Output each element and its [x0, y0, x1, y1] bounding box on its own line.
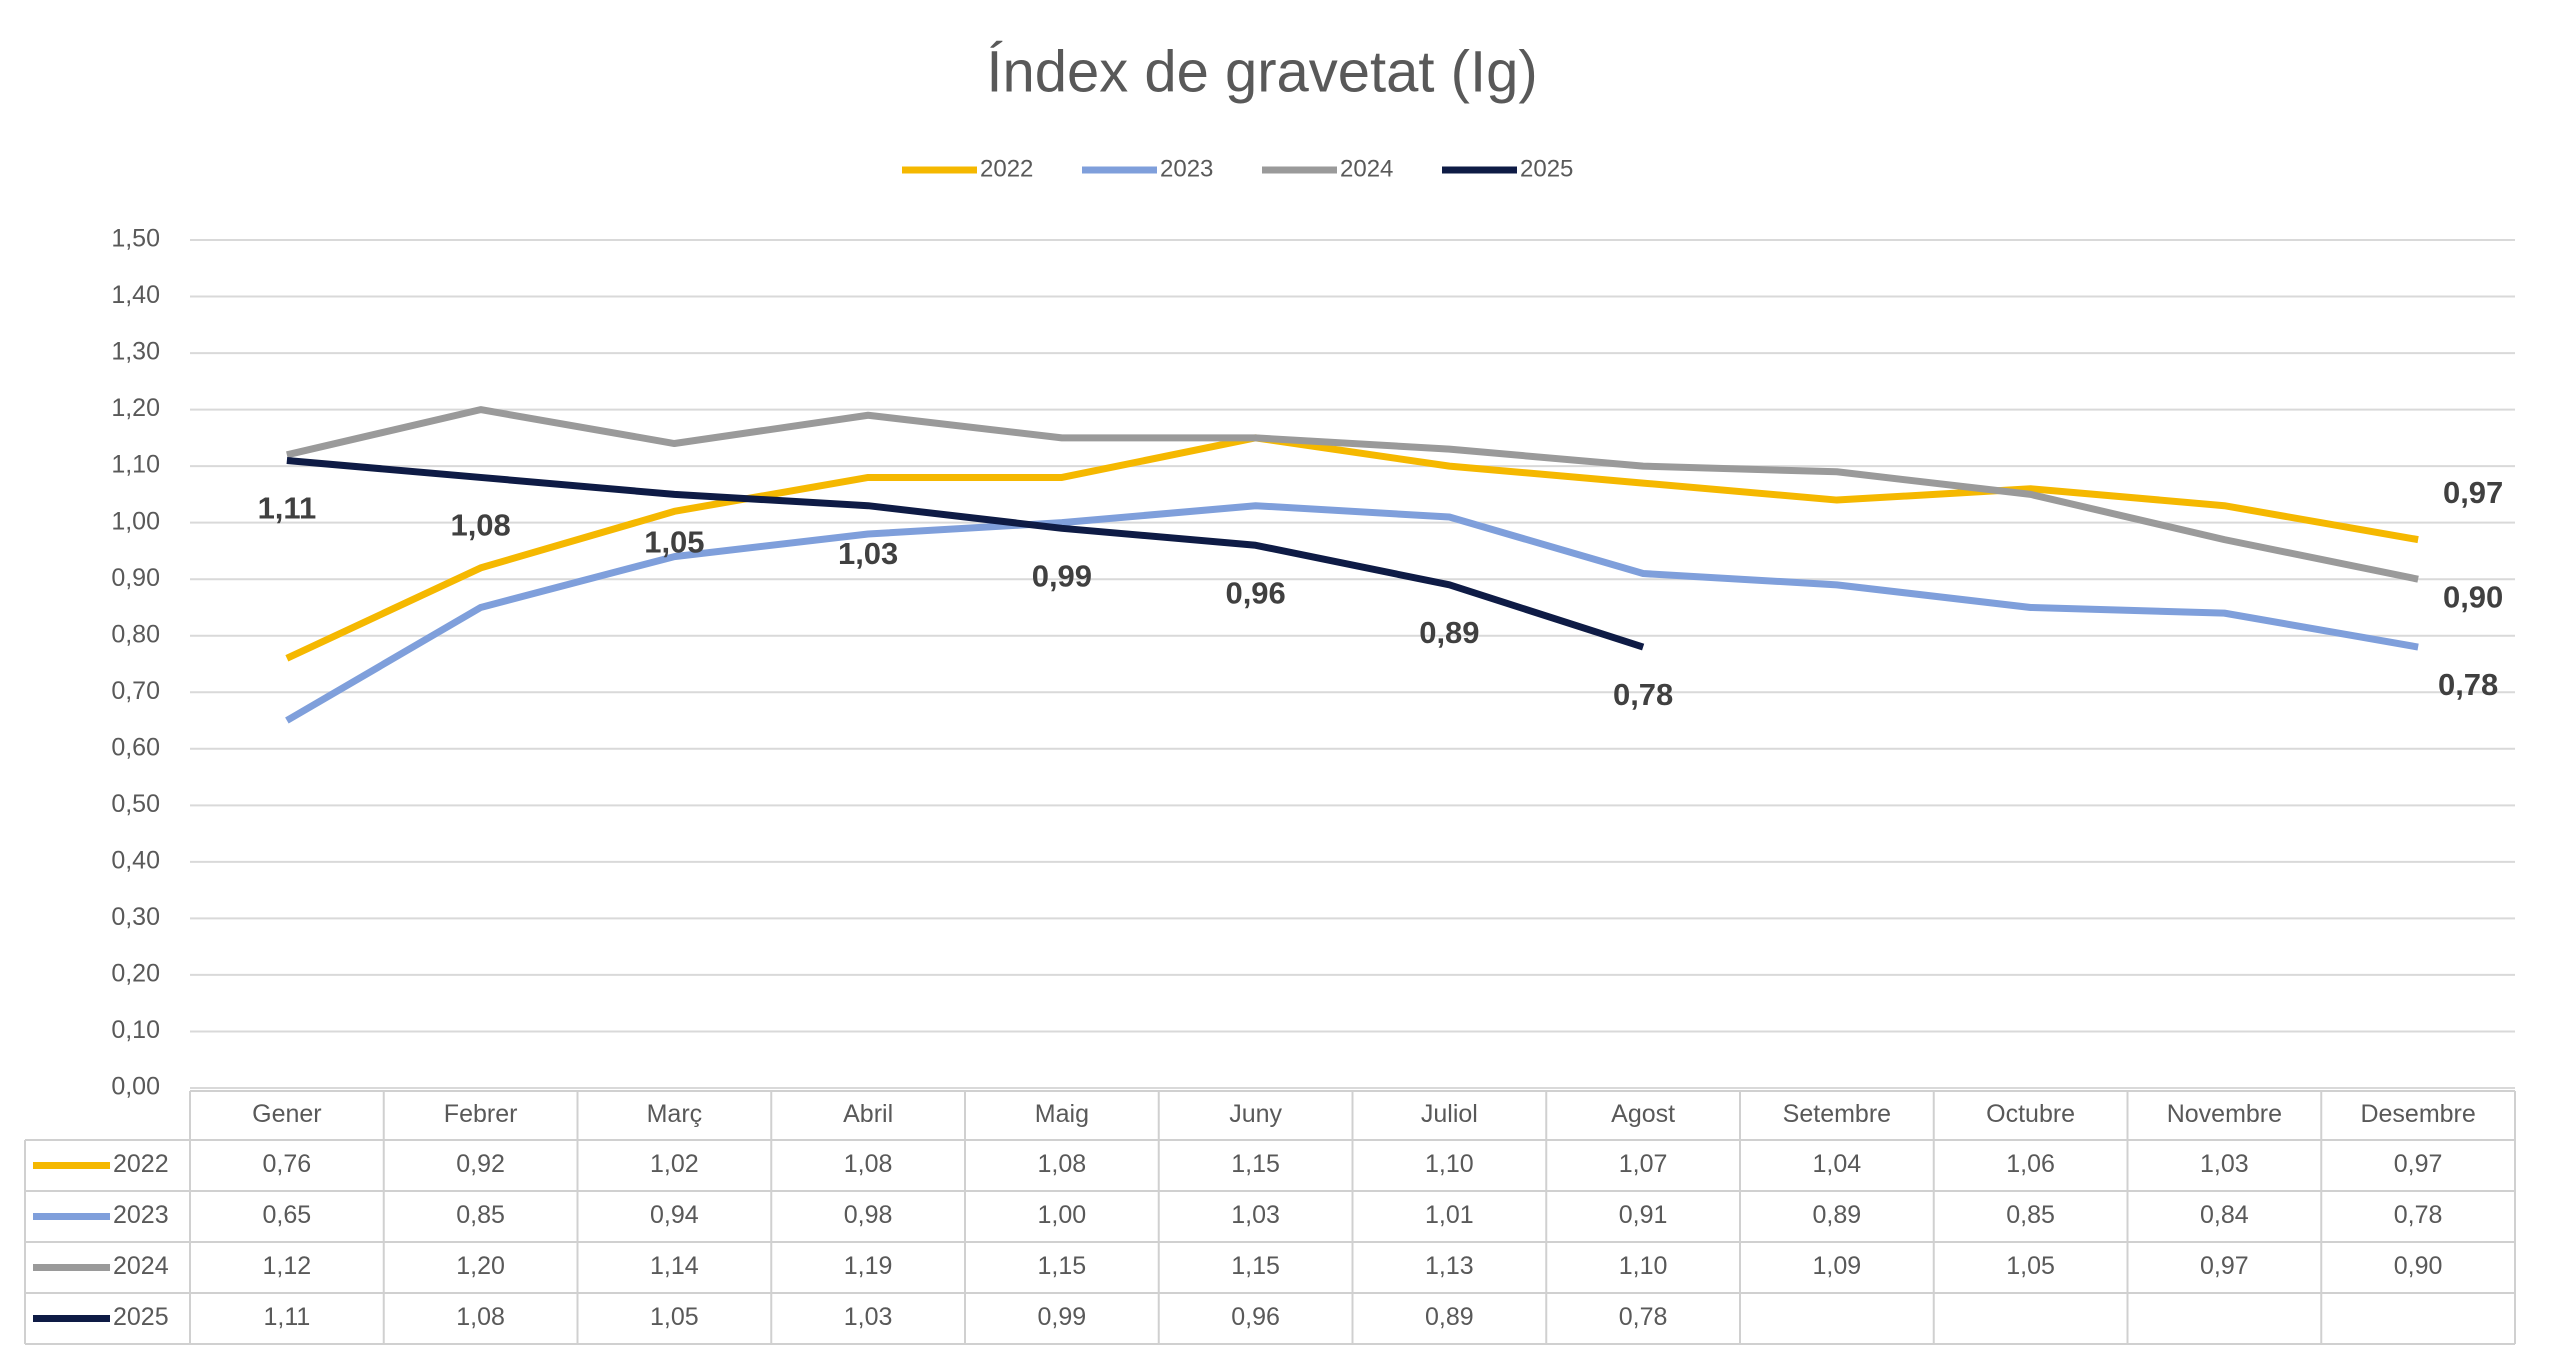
- table-cell: 0,94: [650, 1201, 699, 1229]
- legend-label: 2022: [980, 155, 1033, 182]
- data-label: 0,96: [1225, 575, 1285, 610]
- x-tick-label: Febrer: [444, 1100, 518, 1128]
- chart-title: Índex de gravetat (Ig): [986, 39, 1537, 104]
- data-label: 0,89: [1419, 615, 1479, 650]
- y-tick-label: 1,50: [111, 225, 160, 253]
- table-cell: 1,06: [2006, 1150, 2055, 1178]
- table-cell: 0,98: [844, 1201, 893, 1229]
- legend-label: 2025: [1520, 155, 1573, 182]
- y-tick-label: 1,00: [111, 507, 160, 535]
- data-label: 1,03: [838, 536, 898, 571]
- table-cell: 1,00: [1038, 1201, 1087, 1229]
- x-tick-label: Novembre: [2167, 1100, 2282, 1128]
- y-tick-label: 0,10: [111, 1016, 160, 1044]
- table-cell: 1,02: [650, 1150, 699, 1178]
- x-tick-label: Octubre: [1986, 1100, 2075, 1128]
- table-cell: 1,03: [1231, 1201, 1280, 1229]
- y-tick-label: 1,10: [111, 451, 160, 479]
- y-tick-label: 0,30: [111, 903, 160, 931]
- table-cell: 1,01: [1425, 1201, 1474, 1229]
- y-tick-label: 0,50: [111, 790, 160, 818]
- y-tick-label: 0,90: [111, 564, 160, 592]
- table-series-name: 2025: [113, 1303, 169, 1331]
- y-tick-label: 0,00: [111, 1073, 160, 1101]
- y-tick-label: 1,20: [111, 394, 160, 422]
- table-cell: 1,11: [263, 1303, 310, 1331]
- table-cell: 0,78: [1619, 1303, 1668, 1331]
- series-line: [286, 406, 2419, 583]
- data-label: 1,08: [450, 508, 510, 543]
- y-tick-label: 0,70: [111, 677, 160, 705]
- table-cell: 1,09: [1813, 1252, 1862, 1280]
- data-label: 0,99: [1032, 559, 1092, 594]
- table-cell: 0,78: [2394, 1201, 2443, 1229]
- table-series-name: 2024: [113, 1252, 169, 1280]
- x-tick-label: Març: [647, 1100, 703, 1128]
- table-cell: 1,04: [1813, 1150, 1862, 1178]
- table-cell: 0,91: [1619, 1201, 1668, 1229]
- table-cell: 1,15: [1038, 1252, 1087, 1280]
- table-cell: 0,92: [456, 1150, 505, 1178]
- series-line: [285, 434, 2419, 662]
- table-series-name: 2023: [113, 1201, 169, 1229]
- table-cell: 1,07: [1619, 1150, 1668, 1178]
- table-cell: 0,99: [1038, 1303, 1087, 1331]
- table-cell: 1,08: [844, 1150, 893, 1178]
- data-label: 0,78: [1613, 677, 1673, 712]
- table-cell: 0,65: [263, 1201, 312, 1229]
- data-label: 0,90: [2443, 579, 2503, 614]
- x-tick-label: Agost: [1611, 1100, 1675, 1128]
- x-tick-label: Abril: [843, 1100, 893, 1128]
- legend-label: 2023: [1160, 155, 1213, 182]
- table-cell: 1,10: [1425, 1150, 1474, 1178]
- x-tick-label: Maig: [1035, 1100, 1089, 1128]
- table-cell: 0,84: [2200, 1201, 2249, 1229]
- table-series-name: 2022: [113, 1150, 169, 1178]
- table-cell: 0,89: [1425, 1303, 1474, 1331]
- table-cell: 0,90: [2394, 1252, 2443, 1280]
- table-cell: 1,05: [650, 1303, 699, 1331]
- table-cell: 0,97: [2394, 1150, 2443, 1178]
- table-cell: 1,13: [1425, 1252, 1474, 1280]
- y-tick-label: 0,40: [111, 846, 160, 874]
- table-cell: 1,03: [2200, 1150, 2249, 1178]
- y-tick-label: 0,20: [111, 960, 160, 988]
- table-cell: 1,08: [456, 1303, 505, 1331]
- y-tick-label: 0,60: [111, 733, 160, 761]
- x-tick-label: Gener: [252, 1100, 321, 1128]
- table-cell: 1,15: [1231, 1252, 1280, 1280]
- series-line: [285, 502, 2419, 724]
- y-tick-label: 1,30: [111, 338, 160, 366]
- data-label: 1,05: [644, 525, 704, 560]
- table-cell: 0,76: [263, 1150, 312, 1178]
- table-cell: 0,85: [2006, 1201, 2055, 1229]
- table-cell: 0,85: [456, 1201, 505, 1229]
- x-tick-label: Desembre: [2360, 1100, 2475, 1128]
- table-cell: 1,03: [844, 1303, 893, 1331]
- x-tick-label: Juny: [1229, 1100, 1282, 1128]
- x-tick-label: Juliol: [1421, 1100, 1478, 1128]
- x-tick-label: Setembre: [1783, 1100, 1891, 1128]
- table-cell: 1,08: [1038, 1150, 1087, 1178]
- table-cell: 0,96: [1231, 1303, 1280, 1331]
- table-cell: 1,19: [844, 1252, 893, 1280]
- table-cell: 1,14: [650, 1252, 699, 1280]
- table-cell: 1,05: [2006, 1252, 2055, 1280]
- table-cell: 1,15: [1231, 1150, 1280, 1178]
- data-label: 0,97: [2443, 475, 2503, 510]
- table-cell: 1,12: [263, 1252, 312, 1280]
- y-tick-label: 1,40: [111, 281, 160, 309]
- data-label: 1,11: [258, 491, 317, 526]
- legend-label: 2024: [1340, 155, 1393, 182]
- table-cell: 1,10: [1619, 1252, 1668, 1280]
- data-label: 0,78: [2438, 667, 2498, 702]
- y-tick-label: 0,80: [111, 620, 160, 648]
- series-line: [286, 456, 1645, 651]
- table-cell: 0,89: [1813, 1201, 1862, 1229]
- table-cell: 0,97: [2200, 1252, 2249, 1280]
- table-cell: 1,20: [456, 1252, 505, 1280]
